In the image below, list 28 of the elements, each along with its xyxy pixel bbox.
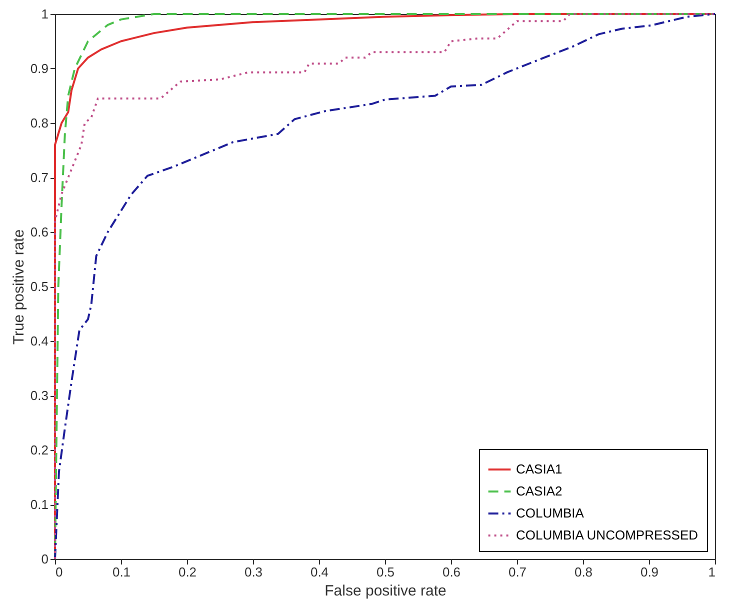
y-tick-label: 0.1 <box>30 497 48 512</box>
x-tick-label: 0.5 <box>376 564 395 580</box>
y-tick-label: 0.6 <box>30 224 48 240</box>
x-tick-label: 0.3 <box>244 564 263 580</box>
x-tick-label: 0.9 <box>640 564 659 580</box>
x-tick-label: 1 <box>708 564 716 580</box>
legend-label: CASIA2 <box>516 484 562 498</box>
y-tick-label: 0.4 <box>30 334 48 348</box>
legend-label: CASIA1 <box>516 462 562 476</box>
x-tick-label: 0 <box>56 564 63 580</box>
y-tick-label: 0.3 <box>30 388 48 403</box>
x-axis-title: False positive rate <box>324 582 446 600</box>
y-tick-label: 0.5 <box>30 279 48 294</box>
legend-label: COLUMBIA <box>516 506 584 520</box>
y-tick-label: 0.7 <box>30 170 48 185</box>
y-tick-label: 0.8 <box>30 116 48 130</box>
x-tick-label: 0.4 <box>310 564 329 580</box>
x-tick-label: 0.7 <box>508 564 527 580</box>
y-axis-title: True positive rate <box>10 229 28 345</box>
x-tick-label: 0.8 <box>574 564 593 580</box>
y-tick-label: 0.9 <box>30 61 48 76</box>
legend-label: COLUMBIA UNCOMPRESSED <box>516 528 698 542</box>
y-tick-label: 1 <box>41 6 48 22</box>
x-tick-label: 0.2 <box>178 564 197 580</box>
y-tick-label: 0.2 <box>30 442 48 458</box>
x-tick-label: 0.1 <box>112 564 131 580</box>
y-tick-label: 0 <box>41 552 48 566</box>
x-tick-label: 0.6 <box>442 564 461 580</box>
